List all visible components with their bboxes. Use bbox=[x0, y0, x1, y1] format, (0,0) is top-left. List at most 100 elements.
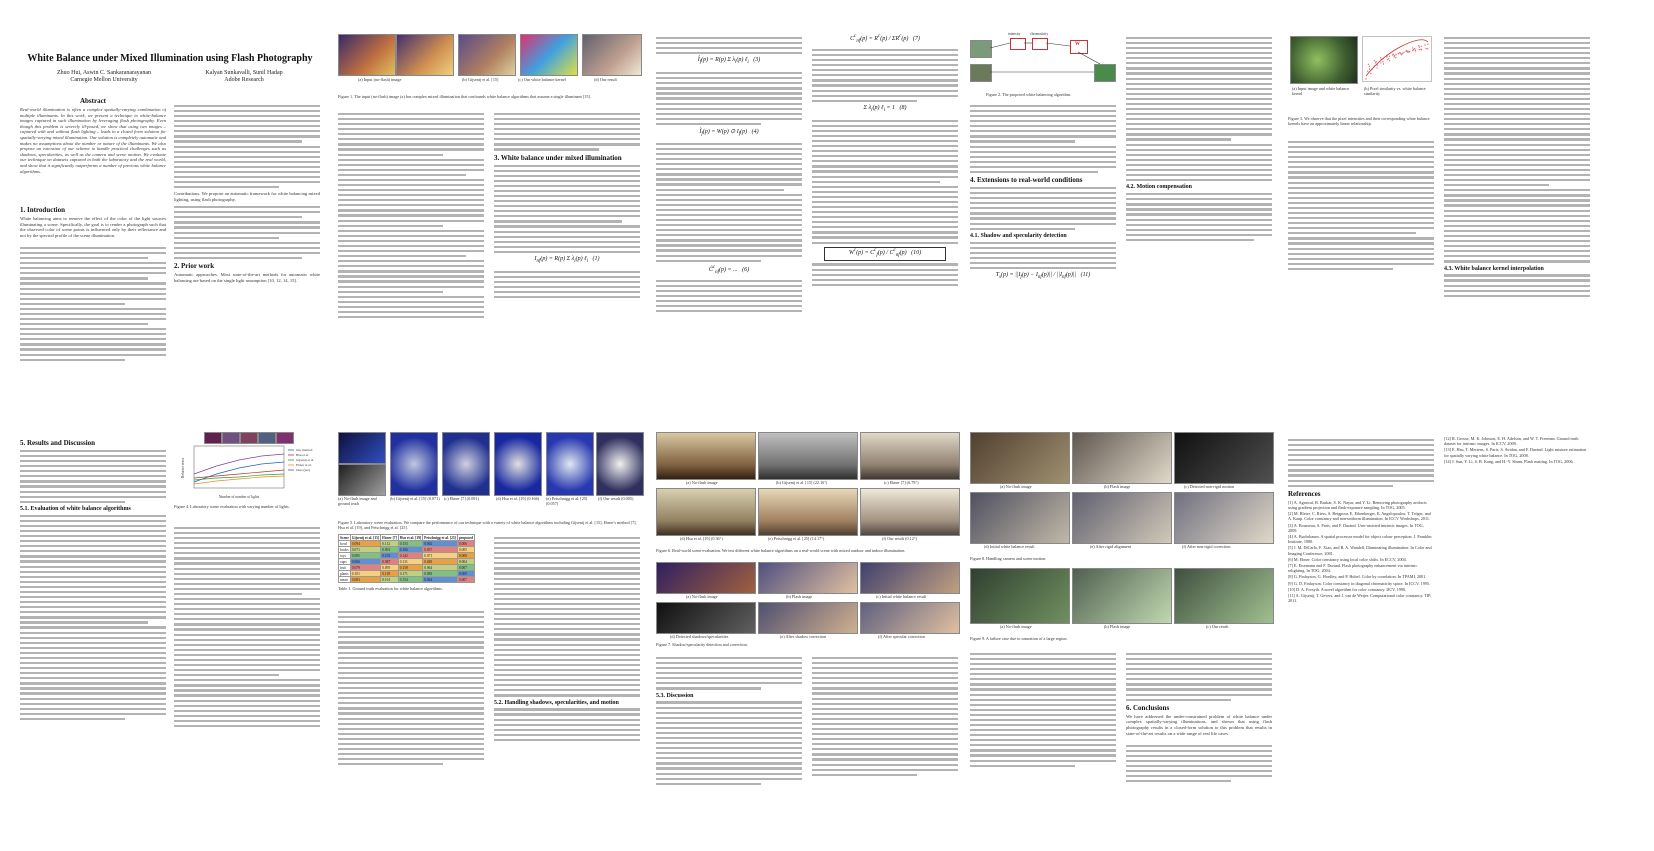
figure-7: (a) No-flash image (b) Flash image (c) I… bbox=[656, 562, 960, 640]
fig5-noflash bbox=[338, 432, 386, 464]
page2-right-col: 3. White balance under mixed illuminatio… bbox=[494, 110, 640, 301]
fig1-panel-a bbox=[338, 34, 396, 76]
paper-title: White Balance under Mixed Illumination u… bbox=[27, 53, 313, 64]
page3-right-col: Ccnf(p) = Rc(p) / ΣRc(p) (7) Σ λi(p) ℓi … bbox=[812, 34, 958, 289]
fig3-label-b: (b) Pixel similarity vs. white balance s… bbox=[1364, 86, 1426, 96]
figure-6: (a) No-flash image (b) Gijsenij et al. [… bbox=[656, 432, 960, 544]
fig3-point bbox=[1392, 53, 1394, 55]
paper-page-4: intensity chromaticity W Figure 2. The p… bbox=[966, 26, 1278, 421]
page10-left-col: References [1] A. Agrawal, R. Raskar, S.… bbox=[1288, 436, 1434, 604]
reference-item: [3] A. Bousseau, S. Paris, and F. Durand… bbox=[1288, 522, 1424, 533]
fig5-petschnigg bbox=[546, 432, 594, 496]
prior-heading: 2. Prior work bbox=[174, 262, 215, 271]
page1-right-col: Contributions. We propose an automatic f… bbox=[174, 102, 320, 290]
fig2-intensity-box bbox=[1010, 38, 1026, 50]
page9-right-col: 6. Conclusions We have addressed the und… bbox=[1126, 650, 1272, 785]
table-cell: 0.083 bbox=[349, 576, 382, 583]
fig3-point bbox=[1382, 61, 1384, 63]
fig4-chart: Number of number of lights Relative erro… bbox=[181, 445, 314, 499]
reference-item: [7] E. Eisemann and F. Durand. Flash pho… bbox=[1288, 563, 1418, 574]
fig3-point bbox=[1405, 49, 1408, 52]
fig1-caption: Figure 1. The input (no-flash) image (a)… bbox=[338, 94, 591, 99]
fig3-point bbox=[1380, 62, 1382, 64]
shadow-heading: 4.1. Shadow and specularity detection bbox=[970, 232, 1067, 239]
figure-5: (a) No-flash image and ground truth (b) … bbox=[338, 432, 644, 518]
fig3-point bbox=[1374, 62, 1377, 64]
fig5-gijsenij bbox=[390, 432, 438, 496]
fig3-point bbox=[1418, 45, 1420, 47]
eq-1: Inf(p) = R(p) Σ λi(p) ℓi (1) bbox=[534, 255, 600, 265]
fig3-scatter bbox=[1362, 36, 1432, 82]
reference-item: [12] R. Grosse, M. K. Johnson, E. H. Ade… bbox=[1444, 436, 1579, 447]
fig3-point bbox=[1405, 50, 1407, 53]
fig3-point bbox=[1376, 64, 1378, 66]
page8-left-col: 5.3. Discussion bbox=[656, 654, 802, 788]
fig3-label-a: (a) Input image and white balance kernel bbox=[1292, 86, 1350, 96]
fig4-series-line bbox=[193, 475, 285, 485]
fig3-point bbox=[1412, 48, 1415, 51]
fig2-flash-image bbox=[970, 40, 992, 58]
page10-right-col: [12] R. Grosse, M. K. Johnson, E. H. Ade… bbox=[1444, 436, 1590, 465]
page6-right-col bbox=[174, 524, 320, 730]
fig8-initial bbox=[970, 492, 1070, 544]
page1-left-col: Abstract Real-world illumination is ofte… bbox=[20, 94, 166, 364]
reference-item: [5] J. M. DiCarlo, F. Xiao, and B. A. Wa… bbox=[1288, 545, 1432, 556]
fig3-point bbox=[1420, 48, 1422, 50]
figure-4: Number of number of lights Relative erro… bbox=[174, 432, 320, 502]
reference-item: [11] A. Gijsenij, T. Gevers, and J. van … bbox=[1288, 593, 1432, 604]
fig3-point bbox=[1395, 57, 1397, 59]
fig8-rigid bbox=[1072, 492, 1172, 544]
fig9-label-c: (c) Our result bbox=[1206, 624, 1229, 629]
eq-4: Ĩf(p) = W(p) ⊙ If(p) (4) bbox=[699, 128, 759, 138]
motion-heading: 4.2. Motion compensation bbox=[1126, 184, 1192, 191]
fig8-motion bbox=[1174, 432, 1274, 484]
fig7-label-b: (b) Flash image bbox=[786, 594, 813, 599]
fig6-label-e: (e) Petschnigg et al. [25] (14.17°) bbox=[768, 536, 825, 541]
fig3-point bbox=[1413, 48, 1416, 50]
fig3-point bbox=[1389, 60, 1391, 62]
figure-9: (a) No-flash image (b) Flash image (c) O… bbox=[970, 568, 1274, 632]
fig6-gijsenij bbox=[758, 432, 858, 480]
fig8-label-f: (f) After non-rigid correction bbox=[1182, 544, 1231, 549]
figure-1: (a) Input (no-flash) image (b) Gijsenij … bbox=[338, 34, 642, 92]
table1-caption: Table 1. Ground truth evaluation for whi… bbox=[338, 586, 443, 591]
fig1-panel-d bbox=[582, 34, 642, 76]
table-row: mean 0.083 0.101 0.154 0.064 0.007 bbox=[338, 576, 476, 583]
conclusions-heading: 6. Conclusions bbox=[1126, 703, 1170, 712]
page4-left-col: 4. Extensions to real-world conditions 4… bbox=[970, 102, 1116, 284]
fig3-point bbox=[1401, 52, 1404, 54]
fig3-point bbox=[1388, 55, 1391, 57]
reference-item: [1] A. Agrawal, R. Raskar, S. K. Nayar, … bbox=[1288, 499, 1427, 510]
fig3-point bbox=[1386, 56, 1388, 58]
fig8-flash bbox=[1072, 432, 1172, 484]
page2-left-col bbox=[338, 110, 484, 321]
fig3-point bbox=[1427, 43, 1429, 45]
fig3-point bbox=[1367, 70, 1369, 72]
fig4-ylabel: Relative error bbox=[181, 457, 185, 478]
page3-left-col: Îf(p) = R(p) Σ λi(p) ℓi (3) Ĩf(p) = W(p)… bbox=[656, 34, 802, 315]
fig7-detected bbox=[656, 602, 756, 634]
table-row: plants 0.101 0.118 0.171 0.083 0.009 bbox=[338, 570, 476, 577]
fig4-series-line bbox=[193, 453, 285, 475]
fig3-point bbox=[1409, 50, 1411, 52]
page9-left-col bbox=[970, 650, 1116, 770]
fig6-caption: Figure 6. Real-world scene evaluation. W… bbox=[656, 548, 906, 553]
fig4-thumb-1 bbox=[204, 432, 222, 444]
fig2-node-w: W bbox=[1075, 42, 1080, 47]
reference-item: [2] M. Bleier, C. Riess, S. Beigpour, E.… bbox=[1288, 511, 1431, 522]
fig3-point bbox=[1382, 63, 1385, 65]
fig4-legend-label: Ours (pre) bbox=[296, 468, 310, 472]
fig4-xlabel: Number of number of lights bbox=[219, 495, 260, 499]
page7-left-col bbox=[338, 608, 484, 768]
fig3-point bbox=[1365, 78, 1367, 80]
fig3-point bbox=[1412, 49, 1414, 52]
fig3-point bbox=[1420, 45, 1422, 48]
fig3-point bbox=[1373, 59, 1376, 62]
fig5-ours bbox=[596, 432, 644, 496]
paper-page-7: (a) No-flash image and ground truth (b) … bbox=[334, 428, 646, 826]
figure-8: (a) No-flash image (b) Flash image (c) D… bbox=[970, 432, 1274, 552]
fig3-point bbox=[1370, 72, 1372, 75]
fig6-label-a: (a) No-flash image bbox=[686, 480, 718, 485]
fig5-label-c: (c) Ebner [7] (0.091) bbox=[444, 496, 479, 501]
fig3-point bbox=[1388, 58, 1390, 60]
